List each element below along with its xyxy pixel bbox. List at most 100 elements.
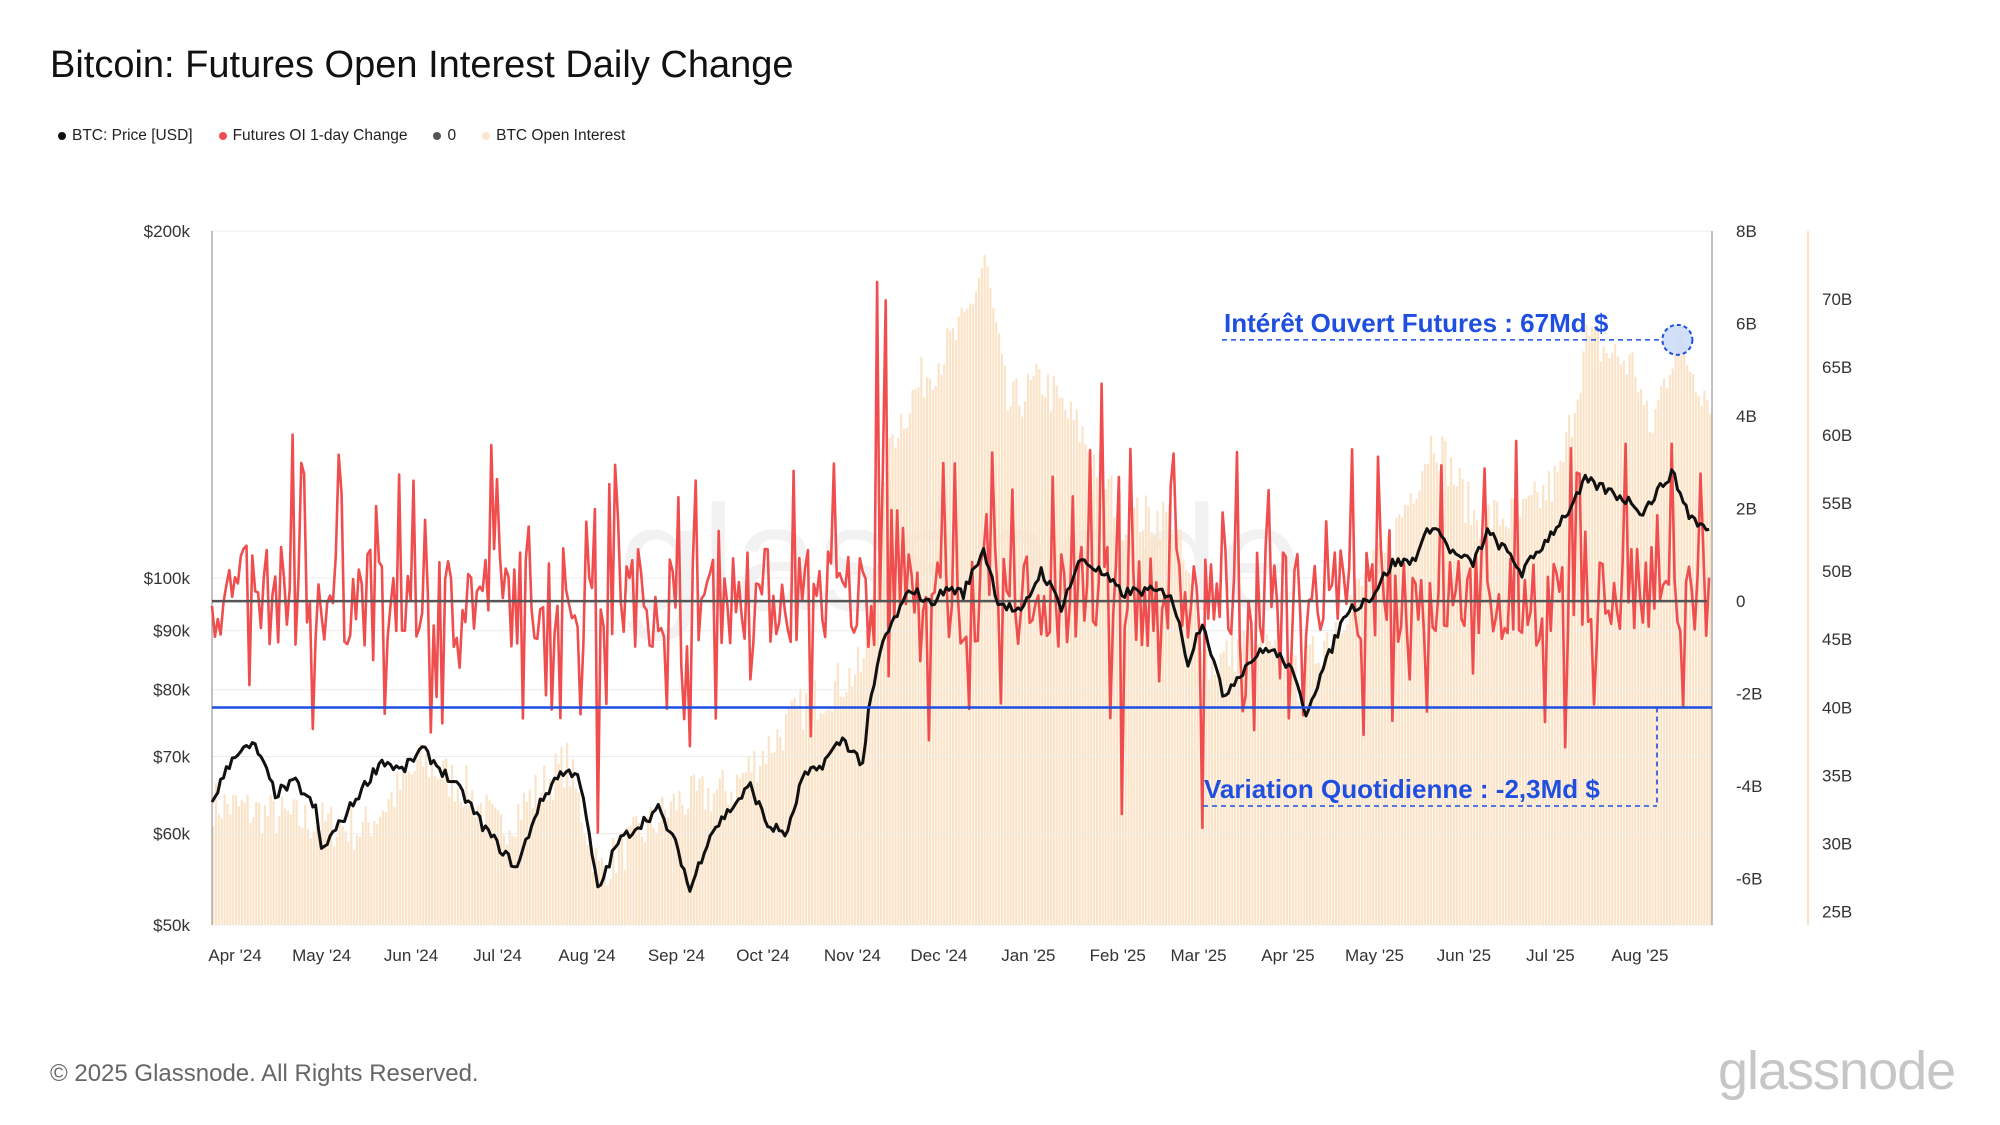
open-interest-bar xyxy=(666,817,670,925)
open-interest-bar xyxy=(1130,539,1133,925)
open-interest-bar xyxy=(983,255,986,925)
open-interest-bar xyxy=(569,786,572,925)
open-interest-bar xyxy=(675,810,678,925)
open-interest-bar xyxy=(1188,572,1191,925)
legend-label-zero: 0 xyxy=(447,127,457,144)
open-interest-bar xyxy=(989,287,992,925)
open-interest-bar xyxy=(773,752,776,925)
open-interest-bar xyxy=(756,782,759,925)
legend-item-oi-change[interactable]: Futures OI 1-day Change xyxy=(218,127,407,145)
open-interest-bar xyxy=(1631,352,1634,925)
open-interest-bar xyxy=(1023,401,1027,925)
open-interest-bar xyxy=(1136,497,1139,925)
open-interest-bar xyxy=(1234,671,1237,925)
open-interest-bar xyxy=(364,806,367,925)
open-interest-bar xyxy=(911,390,914,925)
open-interest-bar xyxy=(1605,353,1608,925)
open-interest-bar xyxy=(1317,662,1320,925)
left-tick-label: $50k xyxy=(153,916,190,935)
legend-item-zero[interactable]: 0 xyxy=(433,127,456,145)
open-interest-bar xyxy=(226,804,229,925)
open-interest-bar xyxy=(1239,650,1242,925)
open-interest-bar xyxy=(465,765,468,925)
open-interest-bar xyxy=(1642,405,1646,925)
open-interest-bar xyxy=(1009,406,1012,925)
open-interest-bar xyxy=(1291,653,1294,925)
open-interest-bar xyxy=(344,830,347,925)
left-tick-label: $90k xyxy=(153,622,190,641)
open-interest-bar xyxy=(842,697,845,925)
open-interest-bar xyxy=(462,807,465,925)
open-interest-bar xyxy=(1162,501,1165,925)
open-interest-bar xyxy=(425,753,428,925)
open-interest-bar xyxy=(543,765,546,925)
open-interest-bar xyxy=(727,804,730,925)
open-interest-bar xyxy=(456,787,459,925)
right-tick-label: 0 xyxy=(1736,592,1745,611)
open-interest-bar xyxy=(1193,597,1196,925)
open-interest-bar xyxy=(1133,507,1136,925)
open-interest-bar xyxy=(1139,532,1142,925)
open-interest-bar xyxy=(309,838,313,925)
open-interest-bar xyxy=(1041,394,1044,926)
open-interest-bar xyxy=(1533,481,1536,925)
open-interest-bar xyxy=(1403,505,1407,925)
open-interest-bar xyxy=(1458,468,1461,925)
open-interest-tick-label: 55B xyxy=(1822,494,1852,513)
open-interest-bar xyxy=(733,801,736,925)
open-interest-bar xyxy=(854,674,857,925)
open-interest-bar xyxy=(223,794,226,925)
open-interest-bar xyxy=(905,428,909,925)
open-interest-bar xyxy=(1288,690,1291,925)
open-interest-bar xyxy=(701,776,704,925)
open-interest-bar xyxy=(1084,444,1087,925)
open-interest-tick-label: 30B xyxy=(1822,834,1852,853)
left-tick-label: $200k xyxy=(144,222,191,241)
open-interest-bar xyxy=(1677,338,1680,925)
open-interest-bar xyxy=(1579,392,1582,925)
open-interest-tick-label: 70B xyxy=(1822,290,1852,309)
open-interest-bar xyxy=(1401,517,1404,925)
tick-labels: $50k $60k $70k $80k $90k $100k $200k -6B -4B -2B 0… xyxy=(144,222,1853,965)
open-interest-bar xyxy=(845,692,848,925)
open-interest-bar xyxy=(505,844,508,925)
open-interest-bar xyxy=(358,836,361,925)
legend-item-price[interactable]: BTC: Price [USD] xyxy=(58,127,193,145)
open-interest-bar xyxy=(1513,499,1516,925)
open-interest-bar xyxy=(1372,549,1375,925)
right-tick-label: 8B xyxy=(1736,222,1757,241)
legend-dot-open-interest xyxy=(482,132,491,140)
open-interest-bar xyxy=(1101,460,1104,925)
open-interest-bar xyxy=(1461,479,1464,925)
open-interest-bar xyxy=(327,813,330,925)
open-interest-bar xyxy=(494,807,497,925)
open-interest-bar xyxy=(1075,409,1078,925)
open-interest-bar xyxy=(554,753,557,925)
open-interest-bar xyxy=(1395,518,1398,925)
open-interest-bar xyxy=(258,803,261,925)
x-tick-label: Sep '24 xyxy=(648,946,705,965)
open-interest-bar xyxy=(1245,635,1248,925)
open-interest-bar xyxy=(1343,630,1346,925)
open-interest-bar xyxy=(1438,470,1441,925)
open-interest-bar xyxy=(246,794,249,925)
open-interest-bar xyxy=(1473,510,1476,925)
open-interest-bar xyxy=(1248,626,1251,925)
right-tick-label: -2B xyxy=(1736,685,1762,704)
open-interest-bar xyxy=(540,793,543,925)
open-interest-bar xyxy=(1236,639,1240,925)
open-interest-bar xyxy=(1271,646,1274,925)
open-interest-bar xyxy=(1608,358,1611,926)
open-interest-bar xyxy=(381,810,385,925)
open-interest-bar xyxy=(594,847,598,925)
open-interest-bar xyxy=(1585,325,1588,925)
open-interest-bar xyxy=(1303,682,1306,925)
open-interest-bar xyxy=(1052,376,1055,925)
open-interest-tick-label: 50B xyxy=(1822,562,1852,581)
open-interest-tick-label: 25B xyxy=(1822,902,1852,921)
open-interest-bar xyxy=(269,794,272,925)
open-interest-bar xyxy=(272,800,275,925)
x-tick-label: Apr '25 xyxy=(1261,946,1314,965)
open-interest-bar xyxy=(882,481,885,925)
legend-item-open-interest[interactable]: BTC Open Interest xyxy=(482,127,625,145)
